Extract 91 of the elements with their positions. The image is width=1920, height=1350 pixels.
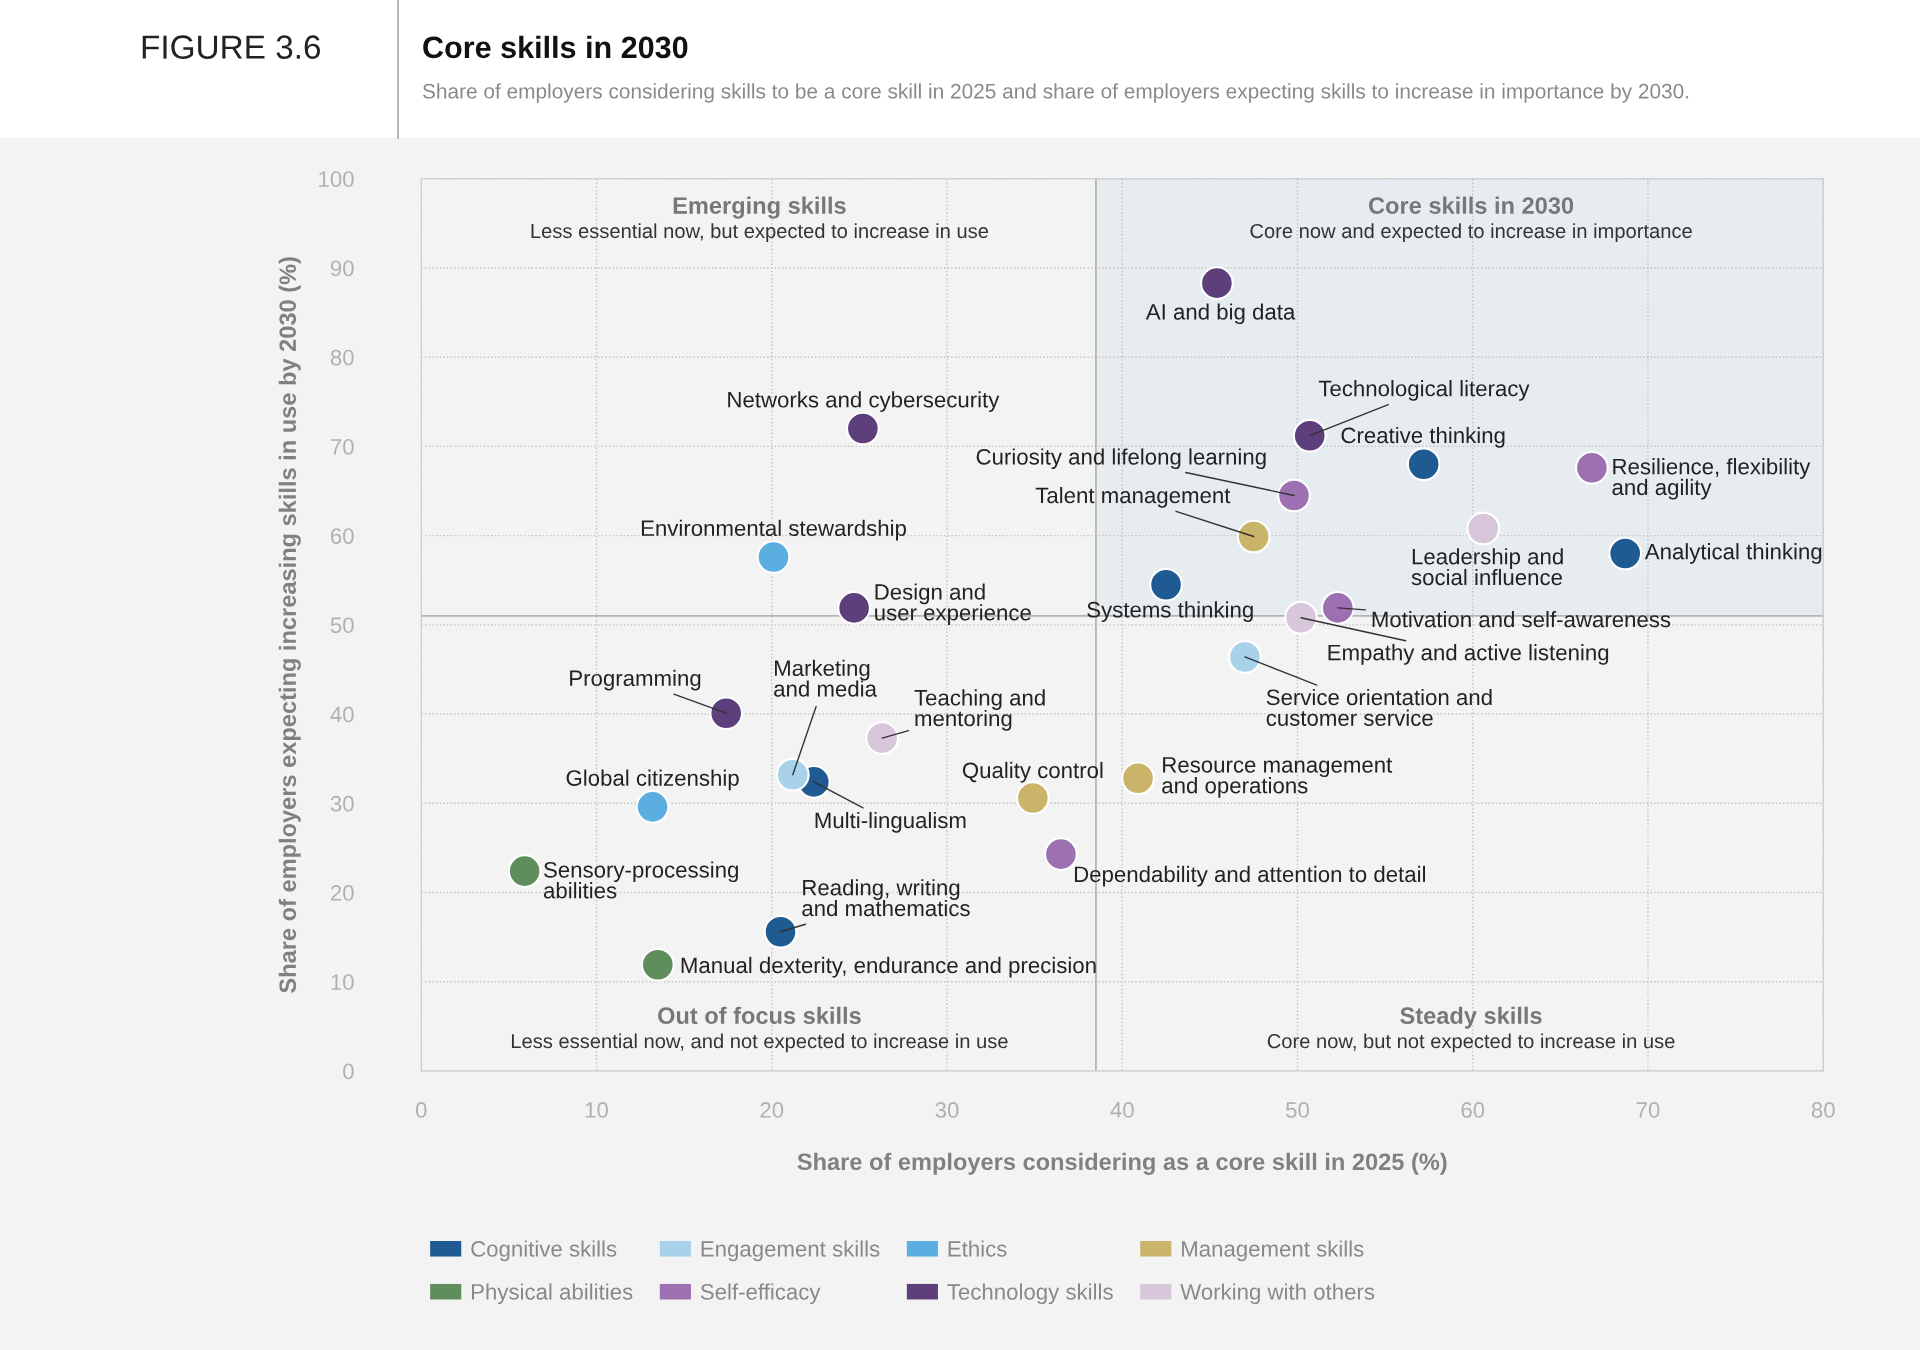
x-tick-label: 0 <box>415 1102 427 1118</box>
annotation: Multi-lingualism <box>815 811 966 833</box>
x-tick-label: 70 <box>1636 1102 1660 1118</box>
annotation: Teaching and mentoring <box>914 689 1045 731</box>
x-tick-label: 10 <box>585 1102 608 1118</box>
y-tick-label: 10 <box>331 974 354 990</box>
point <box>709 696 744 731</box>
legend-label: Working with others <box>1180 1283 1375 1305</box>
annotation: Environmental stewardship <box>641 519 906 541</box>
annotation: Design and user experience <box>875 583 1031 625</box>
caption: FIGURE 3.6 <box>142 35 321 59</box>
annotation: Sensory-processing abilities <box>543 861 738 899</box>
point <box>635 789 670 824</box>
annotation: Dependability and attention to detail <box>1074 865 1425 887</box>
legend-label: Physical abilities <box>471 1283 633 1305</box>
annotation: Creative thinking <box>1341 426 1505 448</box>
legend-label: Engagement skills <box>701 1240 880 1262</box>
x-tick-label: 40 <box>1110 1102 1134 1118</box>
legend-label: Cognitive skills <box>471 1240 617 1262</box>
annotation: Analytical thinking <box>1644 543 1822 564</box>
annotation: Emerging skills <box>673 196 846 219</box>
point <box>1608 536 1643 571</box>
y-tick-label: 60 <box>330 528 354 544</box>
y-tick-label: 40 <box>330 706 354 723</box>
annotation: Resilience, flexibility and agility <box>1612 458 1811 500</box>
point <box>1121 761 1155 796</box>
point <box>1406 447 1441 482</box>
annotation: Manual dexterity, endurance and precision <box>681 956 1096 978</box>
point <box>756 540 791 574</box>
point <box>837 591 871 625</box>
annotation: Programming <box>570 669 701 691</box>
legend-label: Self-efficacy <box>700 1283 821 1305</box>
x-tick-label: 20 <box>760 1102 784 1118</box>
annotation: Core now and expected to increase in importance <box>1250 223 1692 243</box>
x-tick-label: 60 <box>1461 1102 1485 1118</box>
point <box>1284 600 1318 635</box>
annotation: Quality control <box>962 761 1103 783</box>
point <box>1277 478 1311 513</box>
point <box>1228 640 1262 674</box>
legend-label: Management skills <box>1182 1240 1364 1262</box>
y-tick-label: 50 <box>330 617 354 634</box>
point <box>1466 511 1501 546</box>
point <box>507 854 542 888</box>
chart-subtitle: Share of employers considering skills to be a core skill in 2025 and share of employers expecting skills to increase in importance by 2030. <box>422 83 1689 103</box>
point <box>1149 567 1183 602</box>
point <box>1200 266 1234 300</box>
x-tick-label: 80 <box>1811 1102 1835 1118</box>
annotation: Global citizenship <box>566 769 739 791</box>
point <box>1015 781 1050 815</box>
annotation: Empathy and active listening <box>1328 644 1609 665</box>
y-tick-label: 70 <box>331 438 354 455</box>
legend-label: Ethics <box>948 1240 1007 1257</box>
x-axis-title: Share of employers considering as a core skill in 2025 (%) <box>797 1152 1447 1175</box>
y-tick-label: 90 <box>330 260 354 277</box>
annotation: Steady skills <box>1400 1006 1542 1029</box>
y-tick-label: 100 <box>319 171 354 188</box>
annotation: Systems thinking <box>1087 601 1253 622</box>
annotation: Motivation and self-awareness <box>1372 611 1671 628</box>
point <box>1320 591 1355 625</box>
annotation: Resource management and operations <box>1162 757 1393 798</box>
point <box>1236 519 1271 554</box>
y-tick-label: 80 <box>330 349 354 366</box>
annotation: Less essential now, and not expected to increase in use <box>511 1033 1008 1053</box>
annotation: Talent management <box>1035 486 1231 508</box>
point <box>1575 450 1609 485</box>
y-tick-label: 30 <box>330 795 354 812</box>
annotation: Technological literacy <box>1318 380 1530 401</box>
annotation: Service orientation and customer service <box>1266 688 1492 726</box>
annotation: Marketing and media <box>774 659 877 697</box>
annotation: Networks and cybersecurity <box>728 391 1000 412</box>
point <box>865 721 900 756</box>
y-tick-label: 20 <box>330 885 354 901</box>
annotation: Core skills in 2030 <box>1369 196 1574 214</box>
point <box>846 411 880 446</box>
annotation: Core now, but not expected to increase in use <box>1267 1033 1675 1053</box>
chart-title: Core skills in 2030 <box>423 35 688 59</box>
point <box>1292 418 1327 453</box>
annotation: Less essential now, but expected to increase in use <box>531 223 989 243</box>
annotation: AI and big data <box>1145 303 1296 325</box>
point <box>640 947 675 982</box>
legend-label: Technology skills <box>947 1283 1113 1305</box>
annotation: Leadership and social influence <box>1411 548 1563 586</box>
annotation: Reading, writing and mathematics <box>802 879 970 917</box>
x-tick-label: 50 <box>1286 1102 1309 1118</box>
x-tick-label: 30 <box>935 1102 959 1118</box>
annotation: Curiosity and lifelong learning <box>976 448 1266 470</box>
y-axis-title: Share of employers expecting increasing skills in use by 2030 (%) <box>278 257 301 993</box>
point <box>775 757 810 792</box>
annotation: Out of focus skills <box>658 1006 861 1025</box>
point <box>763 914 798 949</box>
y-tick-label: 0 <box>343 1063 354 1080</box>
